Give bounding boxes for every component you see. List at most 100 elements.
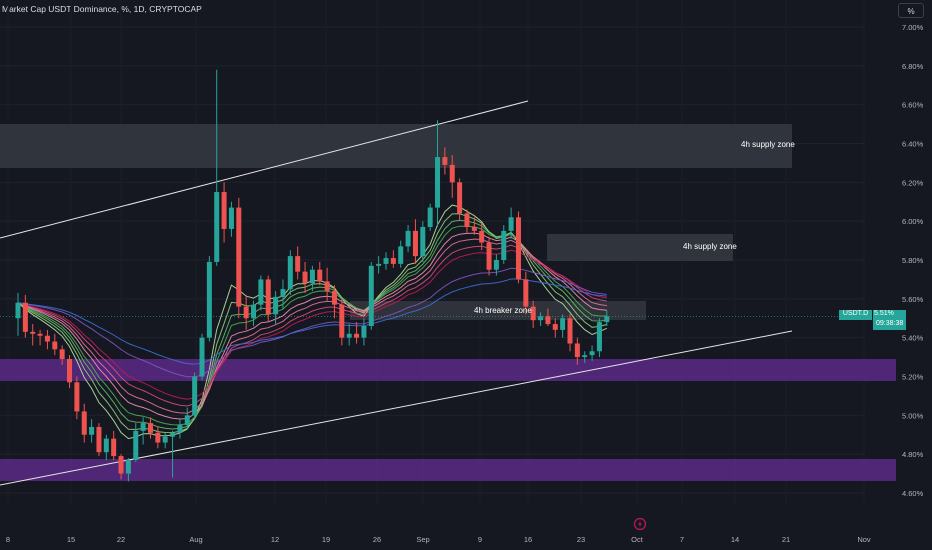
supply-zone-mid [547, 234, 733, 261]
zone-labels: 4h supply zone 4h supply zone 4h breaker z… [474, 140, 795, 315]
ema-line [17, 267, 607, 378]
candle-body [471, 226, 477, 231]
flash-icon[interactable] [633, 517, 647, 531]
candles [15, 69, 610, 482]
candle-body [589, 351, 595, 356]
ema-line [17, 249, 607, 400]
candle-body [59, 349, 65, 360]
candle-body [22, 302, 28, 332]
candle-body [125, 459, 131, 474]
candle-body [287, 256, 293, 290]
candle-body [214, 192, 220, 262]
x-tick-label: Sep [416, 535, 429, 544]
candle-body [449, 164, 455, 183]
lower-trend-line [0, 330, 793, 486]
candle-body [133, 430, 139, 460]
x-tick-label: 26 [373, 535, 381, 544]
x-tick-label: Aug [189, 535, 202, 544]
candle-body [405, 230, 411, 247]
candle-body [162, 436, 168, 443]
candle-body [221, 192, 227, 229]
purple-zone-upper [0, 359, 896, 381]
y-tick-label: 5.80% [902, 256, 924, 265]
y-axis: 7.00% 6.80% 6.60% 6.40% 6.20% 6.00% 5.80% 5.60%… [902, 23, 924, 498]
candle-body [383, 258, 389, 264]
ema-line [17, 225, 607, 426]
candle-body [376, 263, 382, 266]
candle-body [442, 157, 448, 165]
x-axis: 8 15 22 Aug 12 19 26 Sep 9 16 23 Oct 7 14 21 Nov [6, 535, 871, 544]
candle-body [184, 415, 190, 426]
candle-body [530, 306, 536, 321]
purple-zone-lower [0, 459, 896, 481]
candle-body [81, 411, 87, 435]
y-tick-label: 5.60% [902, 295, 924, 304]
candle-body [96, 426, 102, 453]
ema-line [17, 232, 607, 420]
price-tag-value: 5.51% [874, 310, 894, 317]
x-tick-label: 7 [680, 535, 684, 544]
candle-body [44, 335, 50, 342]
candle-body [317, 269, 323, 282]
zones [0, 124, 896, 481]
candle-body [15, 302, 21, 319]
ema-line [17, 278, 607, 365]
candle-body [390, 258, 396, 264]
candle-body [324, 281, 330, 292]
zone-label: 4h supply zone [741, 140, 795, 149]
x-tick-label: Nov [857, 535, 871, 544]
percent-scale-button[interactable]: % [898, 3, 924, 18]
y-tick-label: 6.20% [902, 178, 924, 187]
candle-body [354, 333, 360, 338]
y-tick-label: 4.60% [902, 489, 924, 498]
candle-body [560, 318, 566, 330]
zone-label: 4h breaker zone [474, 306, 532, 315]
candle-body [339, 304, 345, 338]
chart-title: Market Cap USDT Dominance, %, 1D, CRYPTO… [2, 4, 202, 14]
candle-body [464, 213, 470, 227]
trend-lines [0, 100, 870, 486]
candle-body [89, 426, 95, 435]
candle-body [251, 304, 257, 319]
y-tick-label: 5.40% [902, 334, 924, 343]
x-tick-label: 16 [524, 535, 532, 544]
candle-body [479, 230, 485, 243]
candle-body [368, 265, 374, 327]
y-tick-label: 4.80% [902, 450, 924, 459]
candle-body [604, 316, 610, 323]
y-tick-label: 7.00% [902, 23, 924, 32]
candle-body [545, 316, 551, 325]
candle-body [206, 261, 212, 338]
y-tick-label: 6.00% [902, 217, 924, 226]
candle-body [331, 291, 337, 305]
candle-body [192, 376, 198, 416]
candle-body [170, 432, 176, 437]
candle-body [280, 289, 286, 297]
candle-body [486, 242, 492, 270]
y-tick-label: 6.60% [902, 101, 924, 110]
candle-body [258, 279, 264, 305]
candle-body [67, 359, 73, 383]
candle-body [236, 207, 242, 307]
candle-body [74, 382, 80, 412]
x-tick-label: 22 [117, 535, 125, 544]
candle-body [346, 333, 352, 338]
candle-body [427, 207, 433, 227]
candle-body [538, 316, 544, 321]
candle-body [582, 355, 588, 358]
ema-line [17, 244, 607, 407]
x-tick-label: 12 [271, 535, 279, 544]
candle-body [493, 260, 499, 270]
y-tick-label: 5.20% [902, 373, 924, 382]
candle-body [103, 438, 109, 453]
y-tick-label: 6.80% [902, 62, 924, 71]
candle-body [574, 343, 580, 358]
candle-body [199, 337, 205, 377]
candle-body [302, 271, 308, 284]
zone-label: 4h supply zone [683, 242, 737, 251]
candle-body [155, 432, 161, 443]
candle-body [30, 331, 36, 334]
x-tick-label: 14 [731, 535, 739, 544]
candle-body [412, 230, 418, 257]
